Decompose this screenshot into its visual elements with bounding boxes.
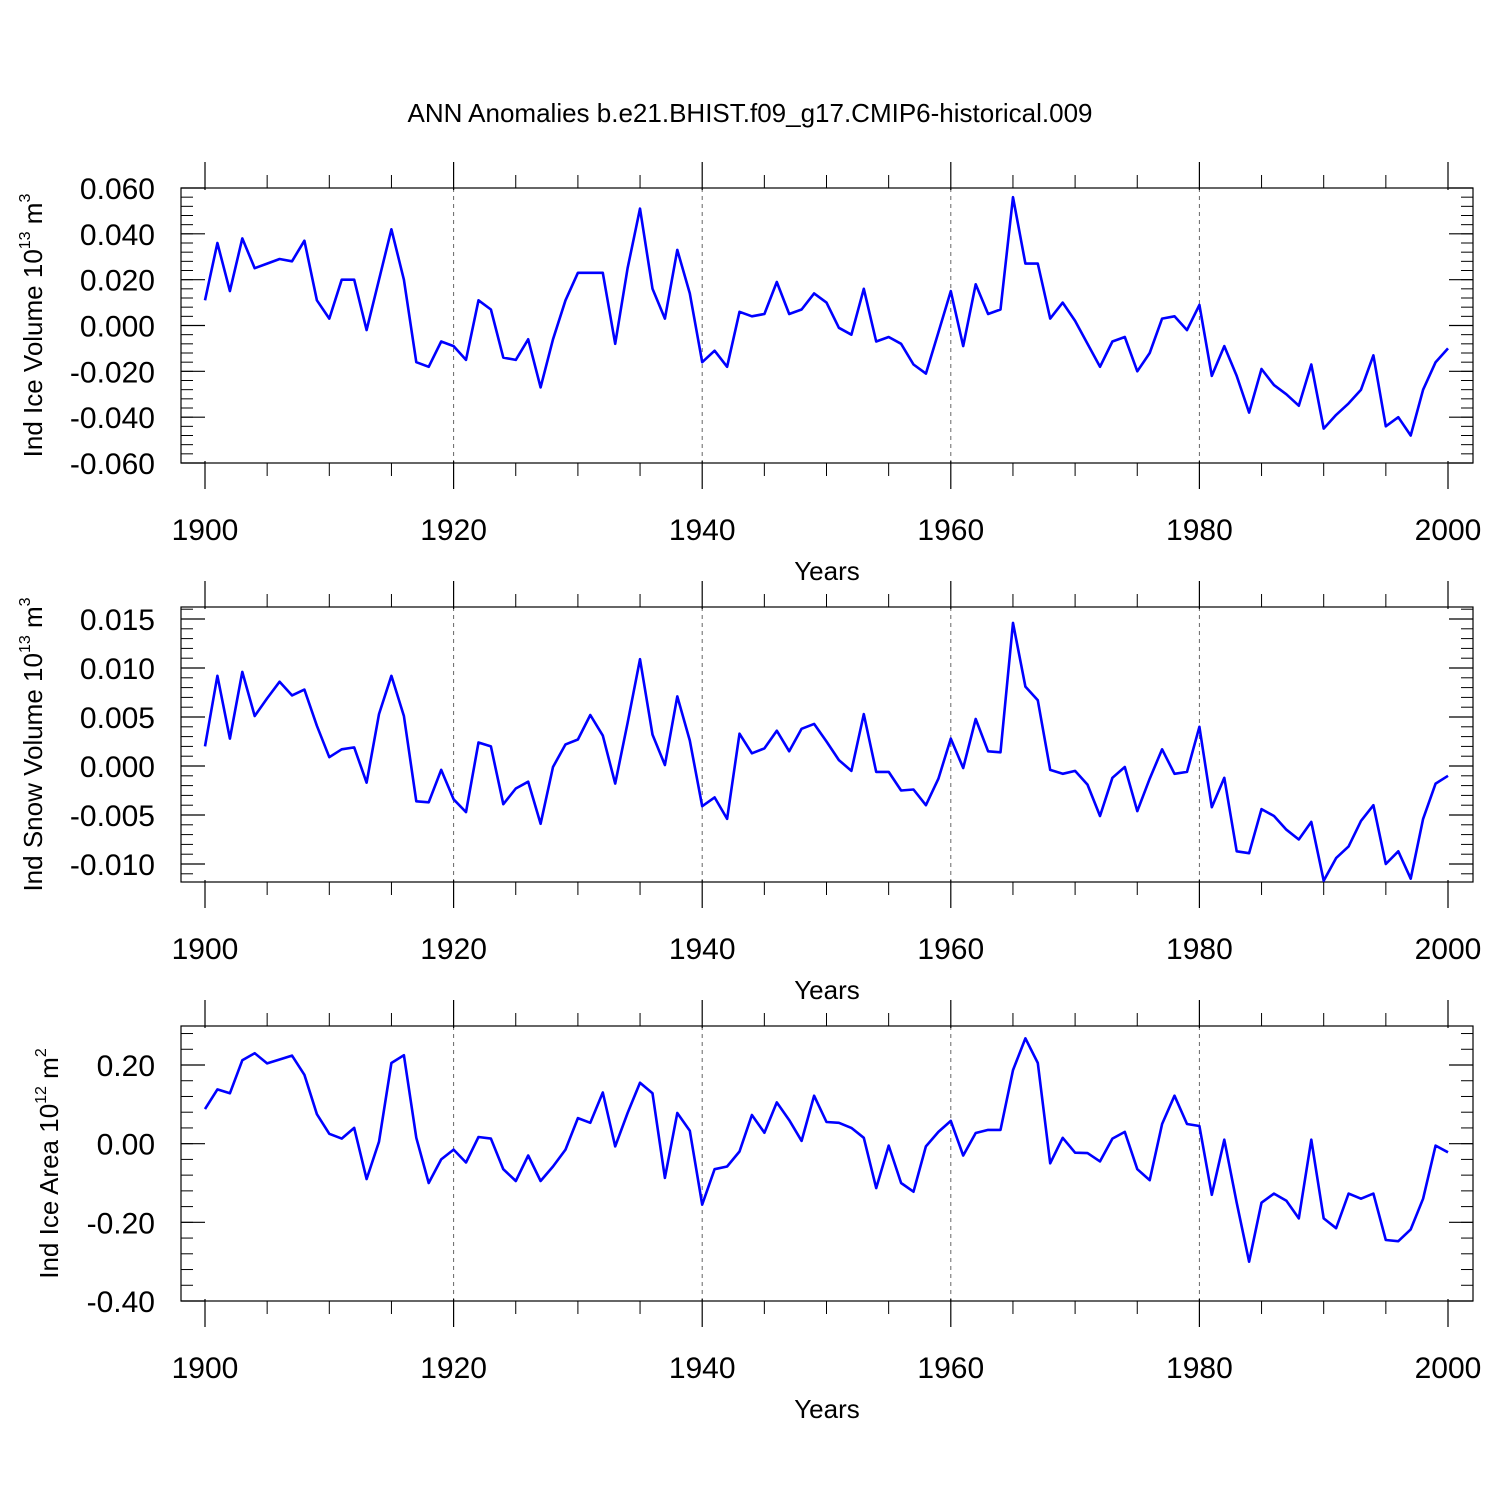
panel3-xtick-label: 1900 [172,1352,239,1385]
panel2-ytick-label: 0.005 [80,702,155,735]
panel1-xtick-label: 1900 [172,514,239,547]
panel2-ytick-label: 0.015 [80,604,155,637]
panel3-ytick-label: -0.40 [87,1286,155,1319]
panel2-ylabel: Ind Snow Volume 1013 m3 [17,597,48,891]
panel1-xlabel: Years [794,556,860,586]
panel1-series-line [203,195,1449,437]
panel3-ytick-label: 0.20 [97,1050,155,1083]
panel2-ytick-label: -0.005 [70,800,155,833]
panel1-ytick-label: -0.020 [70,356,155,389]
panel2-xtick-label: 2000 [1415,933,1482,966]
panel2-xtick-label: 1940 [669,933,736,966]
panel1-frame [180,187,1474,464]
panel3-ylabel: Ind Ice Area 1012 m2 [33,1048,64,1279]
panel1-ytick-label: -0.060 [70,448,155,481]
panel2-series-line [203,621,1449,883]
figure-title: ANN Anomalies b.e21.BHIST.f09_g17.CMIP6-… [407,98,1093,128]
panel1-ytick-label: -0.040 [70,402,155,435]
panel2-xtick-label: 1960 [917,933,984,966]
panel2-ytick-label: 0.000 [80,751,155,784]
panel3-xtick-label: 1940 [669,1352,736,1385]
panel1-xtick-label: 1940 [669,514,736,547]
panel3-ytick-label: 0.00 [97,1129,155,1162]
panel1-xtick-label: 1960 [917,514,984,547]
panel3-xtick-label: 2000 [1415,1352,1482,1385]
panel3-ytick-label: -0.20 [87,1207,155,1240]
panel2-xtick-label: 1900 [172,933,239,966]
panel3-xtick-label: 1920 [420,1352,487,1385]
panel3-xlabel: Years [794,1394,860,1424]
panel3-xtick-label: 1960 [917,1352,984,1385]
panel1-ytick-label: 0.060 [80,173,155,206]
panel2-xtick-label: 1920 [420,933,487,966]
panel3-frame [180,1025,1474,1302]
panel1-ytick-label: 0.000 [80,311,155,344]
panel1-ytick-label: 0.020 [80,265,155,298]
panel3-xtick-label: 1980 [1166,1352,1233,1385]
panel1-xtick-label: 1980 [1166,514,1233,547]
panel3-series-line [203,1037,1449,1263]
panel1-xtick-label: 2000 [1415,514,1482,547]
panel2-xlabel: Years [794,975,860,1005]
panel1-ylabel: Ind Ice Volume 1013 m3 [17,194,48,458]
panel2-ytick-label: 0.010 [80,653,155,686]
panel1-xtick-label: 1920 [420,514,487,547]
panel2-ytick-label: -0.010 [70,849,155,882]
panel1-ytick-label: 0.040 [80,219,155,252]
panel2-xtick-label: 1980 [1166,933,1233,966]
